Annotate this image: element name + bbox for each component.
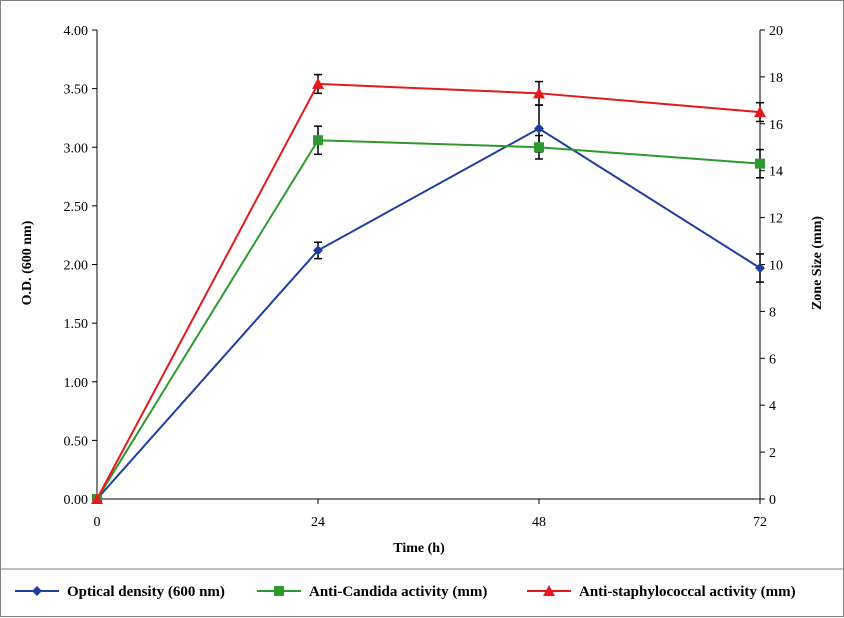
y-tick-label: 3.50 [64, 83, 89, 98]
x-tick-label: 24 [311, 515, 325, 530]
y-tick-label: 1.50 [64, 317, 89, 332]
series-line [96, 139, 761, 500]
x-tick-label: 72 [753, 515, 767, 530]
x-tick-label: 0 [94, 515, 101, 530]
data-point [91, 493, 103, 504]
series-3 [91, 73, 766, 504]
y2-tick-label: 20 [769, 24, 783, 39]
legend-label: Anti-staphylococcal activity (mm) [579, 584, 796, 600]
y2-tick-label: 6 [769, 352, 776, 367]
y-axis-title: O.D. (600 nm) [20, 220, 35, 305]
data-point [313, 245, 323, 256]
data-point [755, 158, 765, 169]
legend-marker [543, 585, 555, 596]
data-point [312, 77, 324, 89]
y2-tick-label: 18 [769, 71, 783, 86]
series-layer [91, 73, 766, 504]
y-tick-label: 2.50 [64, 200, 89, 215]
y2-tick-label: 0 [769, 493, 776, 508]
y-tick-label: 1.00 [64, 376, 89, 391]
data-point [313, 135, 323, 146]
data-point [533, 87, 545, 99]
y2-tick-label: 8 [769, 305, 776, 320]
y2-tick-label: 10 [769, 259, 783, 274]
y-tick-label: 2.00 [64, 259, 89, 274]
legend-item-2: Anti-Candida activity (mm) [257, 584, 487, 600]
axes: 0.000.501.001.502.002.503.003.504.000246… [64, 24, 784, 530]
y2-tick-label: 14 [769, 165, 783, 180]
y-tick-label: 3.00 [64, 141, 89, 156]
data-point [754, 106, 766, 118]
series-2 [92, 125, 765, 504]
series-1 [92, 104, 765, 504]
y-tick-label: 0.00 [64, 493, 89, 508]
series-line [96, 82, 761, 500]
y-tick-label: 0.50 [64, 434, 89, 449]
legend-marker [32, 586, 42, 596]
series-line [96, 127, 761, 500]
y2-tick-label: 2 [769, 446, 776, 461]
data-point [534, 142, 544, 153]
y2-axis-title: Zone Size (mm) [810, 216, 825, 310]
data-point [534, 123, 544, 134]
legend-label: Optical density (600 nm) [67, 584, 225, 600]
y2-tick-label: 4 [769, 399, 776, 414]
legend-marker [274, 586, 284, 596]
legend: Optical density (600 nm) Anti-Candida act… [1, 568, 844, 600]
x-axis-title: Time (h) [393, 541, 445, 556]
legend-item-1: Optical density (600 nm) [15, 584, 225, 600]
x-tick-label: 48 [532, 515, 546, 530]
y2-tick-label: 16 [769, 118, 783, 133]
y-tick-label: 4.00 [64, 24, 89, 39]
data-point [755, 263, 765, 274]
legend-item-3: Anti-staphylococcal activity (mm) [527, 584, 796, 600]
legend-label: Anti-Candida activity (mm) [309, 584, 487, 600]
y2-tick-label: 12 [769, 212, 783, 227]
